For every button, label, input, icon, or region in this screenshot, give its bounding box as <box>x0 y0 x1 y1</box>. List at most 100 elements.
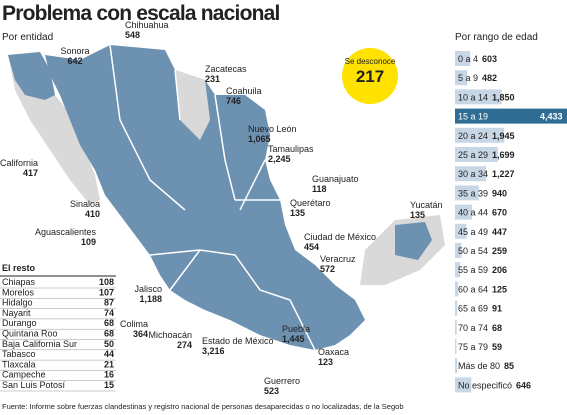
value-label: 1,699 <box>492 150 515 160</box>
state-name: Chihuahua <box>125 20 169 30</box>
bar <box>455 51 471 66</box>
rest-name: Durango <box>2 318 37 328</box>
state-name: Guerrero <box>264 376 300 386</box>
category-label: 20 a 24 <box>458 131 488 141</box>
state-value: 746 <box>226 96 241 106</box>
category-label: No especificó <box>458 380 512 390</box>
value-label: 59 <box>492 342 502 352</box>
state-value: 548 <box>125 30 140 40</box>
unknown-value: 217 <box>356 67 384 86</box>
bar-label: 10 a 14 1,850 <box>458 92 515 102</box>
unknown-label: Se desconoce <box>345 57 396 66</box>
value-label: 1,945 <box>492 131 515 141</box>
borders <box>109 44 316 351</box>
bar <box>455 127 505 143</box>
category-label: 30 a 34 <box>458 169 488 179</box>
state-value: 523 <box>264 386 279 396</box>
state-value: 109 <box>81 237 96 247</box>
bar <box>455 108 567 124</box>
rest-table: El resto Chiapas 108 Morelos 107 Hidalgo 87 Na… <box>0 263 116 392</box>
bar-label: No especificó 646 <box>458 380 531 390</box>
value-label: 482 <box>482 73 497 83</box>
bar-label: 55 a 59 206 <box>458 265 507 275</box>
rest-value: 107 <box>99 287 114 297</box>
value-label: 206 <box>492 265 507 275</box>
state-value: 364 <box>133 329 148 339</box>
bar <box>455 243 462 258</box>
bar-label: 50 a 54 259 <box>458 246 507 256</box>
rest-value: 44 <box>104 349 114 359</box>
value-label: 447 <box>492 227 507 237</box>
value-label: 940 <box>492 188 507 198</box>
category-label: 35 a 39 <box>458 188 488 198</box>
bar <box>455 319 457 335</box>
category-label: 25 a 29 <box>458 150 488 160</box>
rest-name: Tlaxcala <box>2 359 36 369</box>
bar-label: 20 a 24 1,945 <box>458 131 515 141</box>
rest-value: 68 <box>104 329 114 339</box>
bar-label: Más de 80 85 <box>458 361 514 371</box>
category-label: 45 a 49 <box>458 227 488 237</box>
state-name: Sonora <box>60 46 89 56</box>
value-label: 125 <box>492 284 507 294</box>
north-gray <box>175 70 210 140</box>
state-name: Ciudad de México <box>304 232 376 242</box>
value-label: 646 <box>516 380 531 390</box>
rest-value: 16 <box>104 370 114 380</box>
state-name: Tamaulipas <box>268 144 314 154</box>
rest-name: Chiapas <box>2 277 36 287</box>
value-label: 1,227 <box>492 169 515 179</box>
state-name: Zacatecas <box>205 64 247 74</box>
state-name: Coahuila <box>226 86 262 96</box>
bar <box>455 300 458 316</box>
state-value: 410 <box>85 209 100 219</box>
state-value: 118 <box>312 184 327 194</box>
category-label: 60 a 64 <box>458 284 488 294</box>
bar <box>455 147 498 162</box>
bar-label: 75 a 79 59 <box>458 342 502 352</box>
bar <box>455 185 479 201</box>
state-value: 3,216 <box>202 346 225 356</box>
state-value: 135 <box>410 210 425 220</box>
bar-label: 5 a 9 482 <box>458 73 497 83</box>
category-label: 0 a 4 <box>458 54 478 64</box>
rest-value: 87 <box>104 298 114 308</box>
rest-name: Baja California Sur <box>2 339 77 349</box>
value-label: 670 <box>492 208 507 218</box>
state-name: Veracruz <box>320 254 356 264</box>
rest-name: Morelos <box>2 287 35 297</box>
bar <box>455 223 467 239</box>
bar-label: 0 a 4 603 <box>458 54 497 64</box>
bar <box>455 281 459 297</box>
value-label: 1,850 <box>492 92 515 102</box>
state-name: Oaxaca <box>318 347 349 357</box>
category-label: 40 a 44 <box>458 208 488 218</box>
bar-label: 25 a 29 1,699 <box>458 150 515 160</box>
category-label: 55 a 59 <box>458 265 488 275</box>
rest-name: Hidalgo <box>2 298 33 308</box>
rest-value: 108 <box>99 277 114 287</box>
bar <box>455 377 472 393</box>
state-name: Sinaloa <box>70 199 100 209</box>
state-name: Estado de México <box>202 336 274 346</box>
state-value: 274 <box>177 340 192 350</box>
state-value: 642 <box>67 56 82 66</box>
rest-value: 74 <box>104 308 114 318</box>
state-name: Guanajuato <box>312 174 359 184</box>
state-name: Jalisco <box>134 284 162 294</box>
rest-title: El resto <box>2 263 36 273</box>
state-value: 1,445 <box>282 334 305 344</box>
source: Fuente: Informe sobre fuerzas clandestin… <box>2 402 404 411</box>
value-label: 85 <box>504 361 514 371</box>
bar-label: 60 a 64 125 <box>458 284 507 294</box>
category-label: 75 a 79 <box>458 342 488 352</box>
category-label: 70 a 74 <box>458 323 488 333</box>
category-label: 5 a 9 <box>458 73 478 83</box>
bar-label: 45 a 49 447 <box>458 227 507 237</box>
state-name: Michoacán <box>148 330 192 340</box>
bar <box>455 70 468 86</box>
state-name: Yucatán <box>410 200 443 210</box>
age-chart: 0 a 4 603 5 a 9 482 10 a 14 1,850 15 a 19 4,433… <box>455 51 567 393</box>
